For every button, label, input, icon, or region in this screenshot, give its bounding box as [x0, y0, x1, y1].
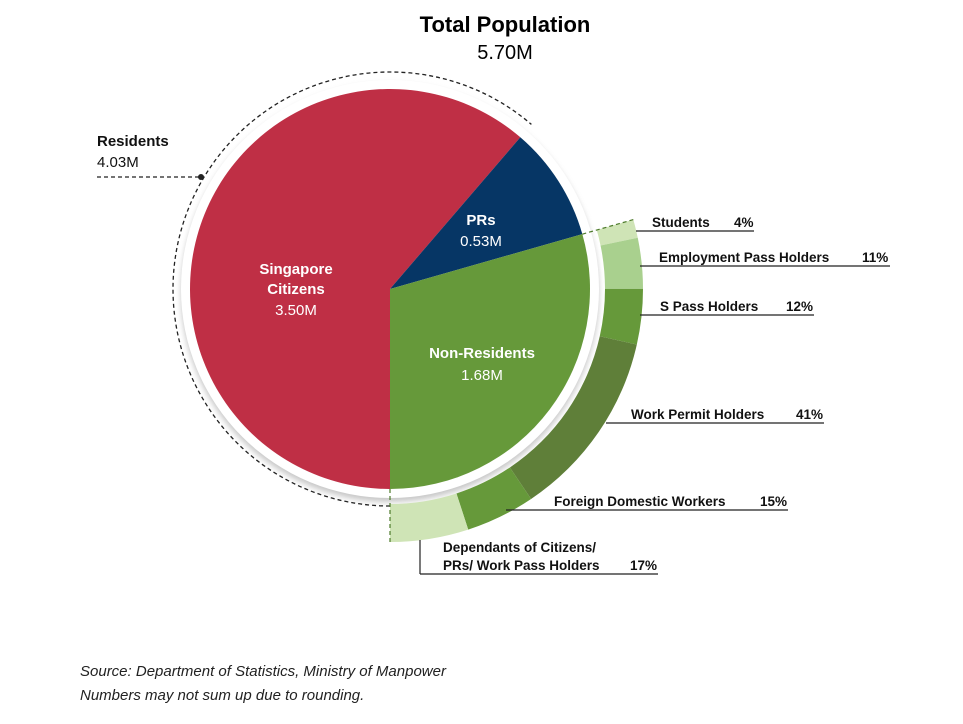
value-students: 4%	[734, 215, 754, 230]
slice-value-citizens: 3.50M	[275, 302, 317, 319]
value-foreign-domestic: 15%	[760, 494, 787, 509]
value-work-permit: 41%	[796, 407, 823, 422]
chart-subtitle: 5.70M	[477, 42, 533, 64]
label-foreign-domestic: Foreign Domestic Workers	[554, 494, 726, 509]
breakdown-arc-dependants	[390, 493, 469, 542]
label-employment-pass: Employment Pass Holders	[659, 250, 829, 265]
slice-label-prs: PRs	[466, 212, 495, 229]
label-work-permit: Work Permit Holders	[631, 407, 764, 422]
rounding-note: Numbers may not sum up due to rounding.	[80, 687, 365, 704]
breakdown-arcs-layer	[390, 219, 644, 542]
value-s-pass: 12%	[786, 299, 813, 314]
slice-label-non-residents: Non-Residents	[429, 345, 535, 362]
breakdown-arc-students	[596, 219, 638, 246]
leader-lines-layer	[97, 71, 890, 575]
breakdown-arc-employment-pass	[600, 237, 643, 289]
slice-label-citizens-2: Citizens	[267, 281, 325, 298]
label-dependants-2: PRs/ Work Pass Holders	[443, 558, 600, 573]
residents-label: Residents	[97, 133, 169, 150]
chart-title: Total Population	[420, 12, 591, 37]
slice-value-non-residents: 1.68M	[461, 367, 503, 384]
slice-label-citizens-1: Singapore	[259, 261, 332, 278]
label-students: Students	[652, 215, 710, 230]
value-dependants: 17%	[630, 558, 657, 573]
breakdown-arc-s-pass	[599, 288, 644, 345]
breakdown-arc-work-permit	[509, 336, 637, 500]
chart-text-layer: Residents 4.03M Singapore Citizens 3.50M…	[97, 133, 888, 573]
pie-slice-citizens	[190, 89, 521, 489]
value-employment-pass: 11%	[862, 250, 888, 265]
slice-value-prs: 0.53M	[460, 233, 502, 250]
residents-value: 4.03M	[97, 154, 139, 171]
pie-slice-non-residents	[390, 234, 591, 489]
source-note: Source: Department of Statistics, Minist…	[80, 663, 446, 680]
pie-slice-prs	[390, 137, 583, 289]
breakdown-arc-foreign-domestic	[456, 467, 532, 530]
residents-dot	[198, 174, 204, 180]
pie-slices-layer	[190, 89, 591, 489]
label-s-pass: S Pass Holders	[660, 299, 758, 314]
breakdown-bracket-top	[582, 219, 634, 235]
label-dependants-1: Dependants of Citizens/	[443, 540, 596, 555]
